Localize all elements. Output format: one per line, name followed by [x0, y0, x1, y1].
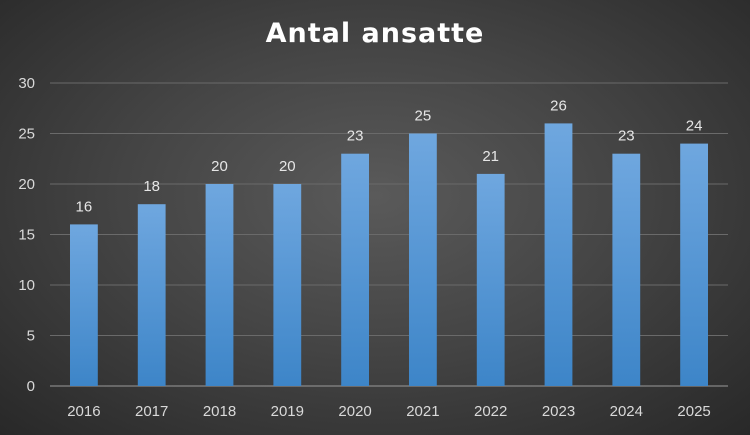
- y-tick-label: 5: [27, 328, 35, 345]
- data-labels: 16 18 20 20 23 25 21 26 23 24: [76, 97, 703, 215]
- x-tick-label: 2025: [677, 403, 710, 420]
- bar-2022: [476, 173, 505, 386]
- data-label-2025: 24: [686, 118, 703, 135]
- bar-2016: [70, 224, 98, 386]
- bar-2023: [544, 123, 573, 387]
- data-label-2016: 16: [76, 198, 93, 215]
- x-axis-ticks: 2016 2017 2018 2019 2020 2021 2022 2023 2024 2025: [67, 403, 711, 420]
- x-tick-label: 2019: [271, 403, 304, 420]
- x-tick-label: 2023: [542, 403, 575, 420]
- y-tick-label: 25: [18, 126, 35, 143]
- bar-2018: [205, 184, 234, 386]
- bars: [70, 123, 708, 387]
- y-tick-label: 30: [18, 75, 35, 92]
- data-label-2022: 21: [482, 148, 499, 165]
- x-tick-label: 2018: [203, 403, 236, 420]
- data-label-2018: 20: [211, 158, 228, 175]
- x-tick-label: 2021: [406, 403, 439, 420]
- y-tick-label: 0: [27, 378, 35, 395]
- x-tick-label: 2020: [338, 403, 371, 420]
- x-tick-label: 2024: [610, 403, 643, 420]
- data-label-2019: 20: [279, 158, 296, 175]
- data-label-2023: 26: [550, 97, 567, 114]
- data-label-2020: 23: [347, 128, 364, 145]
- data-label-2024: 23: [618, 128, 635, 145]
- bar-2024: [612, 153, 641, 386]
- x-tick-label: 2017: [135, 403, 168, 420]
- chart-title: Antal ansatte: [265, 18, 485, 49]
- y-tick-label: 15: [18, 227, 35, 244]
- data-label-2017: 18: [143, 178, 160, 195]
- bar-2025: [680, 143, 708, 386]
- bar-2019: [273, 184, 302, 386]
- x-tick-label: 2022: [474, 403, 507, 420]
- bar-2020: [341, 153, 369, 386]
- bar-2017: [137, 204, 166, 386]
- y-tick-label: 20: [18, 176, 35, 193]
- bar-2021: [409, 133, 437, 386]
- y-axis-ticks: 0 5 10 15 20 25 30: [18, 75, 35, 395]
- y-tick-label: 10: [18, 277, 35, 294]
- x-tick-label: 2016: [67, 403, 100, 420]
- data-label-2021: 25: [415, 108, 432, 125]
